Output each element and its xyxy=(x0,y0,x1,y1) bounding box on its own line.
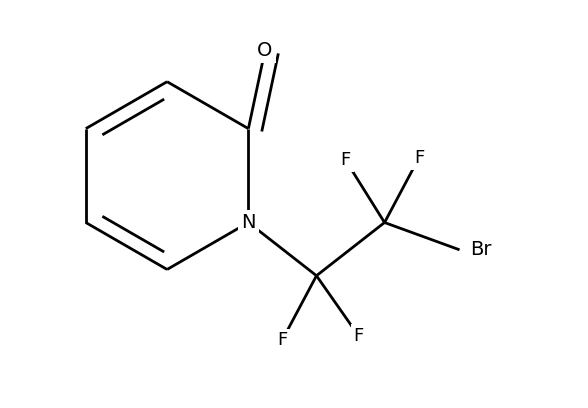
Text: F: F xyxy=(353,327,363,345)
Text: N: N xyxy=(241,213,256,232)
Text: F: F xyxy=(414,149,424,167)
Text: O: O xyxy=(258,41,273,60)
Text: F: F xyxy=(340,151,351,169)
Text: F: F xyxy=(277,331,287,349)
Text: Br: Br xyxy=(470,240,491,259)
